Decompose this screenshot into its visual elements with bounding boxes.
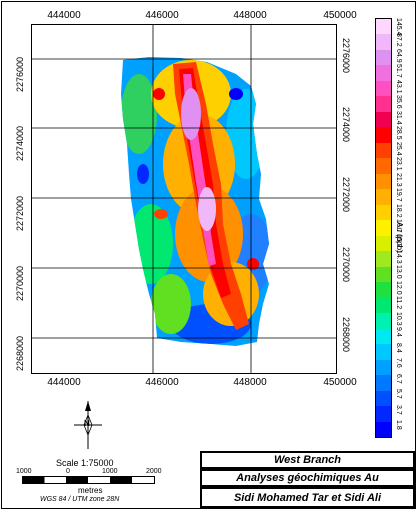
legend-swatch bbox=[376, 297, 391, 314]
x-tick-bottom-2: 446000 bbox=[145, 377, 179, 388]
legend-label: 31.4 bbox=[395, 110, 402, 125]
title-line-3: Sidi Mohamed Tar et Sidi Ali bbox=[200, 487, 415, 508]
legend-swatch bbox=[376, 65, 391, 81]
legend-label: 9.4 bbox=[395, 327, 402, 338]
legend-label: 21.3 bbox=[395, 172, 402, 187]
y-tick-right-3: 2272000 bbox=[341, 177, 351, 213]
legend-swatch bbox=[376, 421, 391, 437]
x-tick-bottom-1: 444000 bbox=[47, 377, 81, 388]
y-tick-left-4: 2270000 bbox=[15, 265, 25, 301]
y-tick-right-5: 2268000 bbox=[341, 317, 351, 353]
legend-label: 19.7 bbox=[395, 188, 402, 202]
y-tick-left-2: 2274000 bbox=[15, 125, 25, 161]
legend-swatch bbox=[376, 235, 391, 252]
legend-swatch bbox=[376, 127, 391, 143]
legend-swatch bbox=[376, 158, 391, 174]
legend-swatch bbox=[376, 80, 391, 97]
x-tick-top-4: 450000 bbox=[323, 10, 357, 21]
map-panel bbox=[31, 24, 337, 374]
legend-label: 43.1 bbox=[395, 79, 402, 94]
legend-label: 5.7 bbox=[395, 389, 402, 400]
scale-tick-3: 1000 bbox=[102, 468, 118, 475]
legend-swatch bbox=[376, 173, 391, 190]
legend-label: 35.6 bbox=[395, 95, 402, 109]
y-tick-right-2: 2274000 bbox=[341, 107, 351, 143]
legend-swatch bbox=[376, 251, 391, 267]
legend-label: 16.7 bbox=[395, 219, 402, 233]
legend-swatch bbox=[376, 111, 391, 128]
legend-label: 3.7 bbox=[395, 404, 402, 415]
x-tick-top-1: 444000 bbox=[47, 10, 81, 21]
scale-ratio: Scale 1:75000 bbox=[56, 458, 114, 468]
x-tick-top-2: 446000 bbox=[145, 10, 179, 21]
legend-swatch bbox=[376, 220, 391, 236]
legend-label: 23.1 bbox=[395, 157, 402, 171]
scale-unit: metres bbox=[78, 486, 103, 495]
legend-swatch bbox=[376, 34, 391, 50]
scale-tick-2: 0 bbox=[66, 468, 70, 475]
legend-swatch bbox=[376, 282, 391, 298]
projection-label: WGS 84 / UTM zone 28N bbox=[40, 496, 120, 503]
legend-label: 7.6 bbox=[395, 358, 402, 369]
y-tick-left-5: 2268000 bbox=[15, 335, 25, 371]
legend-swatch bbox=[376, 375, 391, 391]
legend-swatch bbox=[376, 96, 391, 112]
legend-label: 145.4 bbox=[395, 17, 402, 36]
legend bbox=[375, 18, 392, 438]
legend-label: 28.5 bbox=[395, 126, 402, 140]
y-tick-left-3: 2272000 bbox=[15, 195, 25, 231]
legend-label: 13.0 bbox=[395, 265, 402, 280]
legend-label: 25.4 bbox=[395, 141, 402, 156]
legend-swatch bbox=[376, 390, 391, 407]
legend-label: 8.4 bbox=[395, 342, 402, 353]
legend-swatch bbox=[376, 344, 391, 360]
x-tick-bottom-3: 448000 bbox=[233, 377, 267, 388]
legend-label: 11.2 bbox=[395, 296, 402, 310]
legend-swatch bbox=[376, 204, 391, 221]
legend-label: 18.2 bbox=[395, 203, 402, 218]
legend-label: 10.3 bbox=[395, 311, 402, 326]
x-tick-top-3: 448000 bbox=[233, 10, 267, 21]
y-tick-right-4: 2270000 bbox=[341, 247, 351, 283]
legend-label: 6.7 bbox=[395, 373, 402, 384]
north-arrow-icon bbox=[74, 401, 102, 449]
utm-grid-lines bbox=[31, 24, 337, 374]
legend-swatch bbox=[376, 313, 391, 329]
legend-swatch bbox=[376, 189, 391, 205]
legend-swatch bbox=[376, 49, 391, 66]
legend-label: 12.0 bbox=[395, 280, 402, 295]
legend-color-bar bbox=[376, 18, 391, 437]
scale-tick-1: 1000 bbox=[16, 468, 32, 475]
legend-label: 64.9 bbox=[395, 48, 402, 63]
legend-swatch bbox=[376, 359, 391, 376]
scale-bar bbox=[22, 476, 155, 484]
legend-label: 14.3 bbox=[395, 249, 402, 264]
legend-swatch bbox=[376, 328, 391, 345]
legend-swatch bbox=[376, 406, 391, 422]
legend-label: 51.7 bbox=[395, 64, 402, 78]
scale-tick-4: 2000 bbox=[146, 468, 162, 475]
legend-label: 15.7 bbox=[395, 234, 402, 249]
legend-swatch bbox=[376, 266, 391, 283]
x-tick-bottom-4: 450000 bbox=[323, 377, 357, 388]
north-arrow-label: N bbox=[84, 419, 90, 428]
title-line-1: West Branch bbox=[200, 451, 415, 469]
y-tick-left-1: 2276000 bbox=[15, 56, 25, 92]
legend-swatch bbox=[376, 18, 391, 35]
legend-swatch bbox=[376, 142, 391, 159]
legend-label: 1.8 bbox=[395, 420, 402, 430]
title-line-2: Analyses géochimiques Au bbox=[200, 469, 415, 487]
y-tick-right-1: 2276000 bbox=[341, 38, 351, 74]
